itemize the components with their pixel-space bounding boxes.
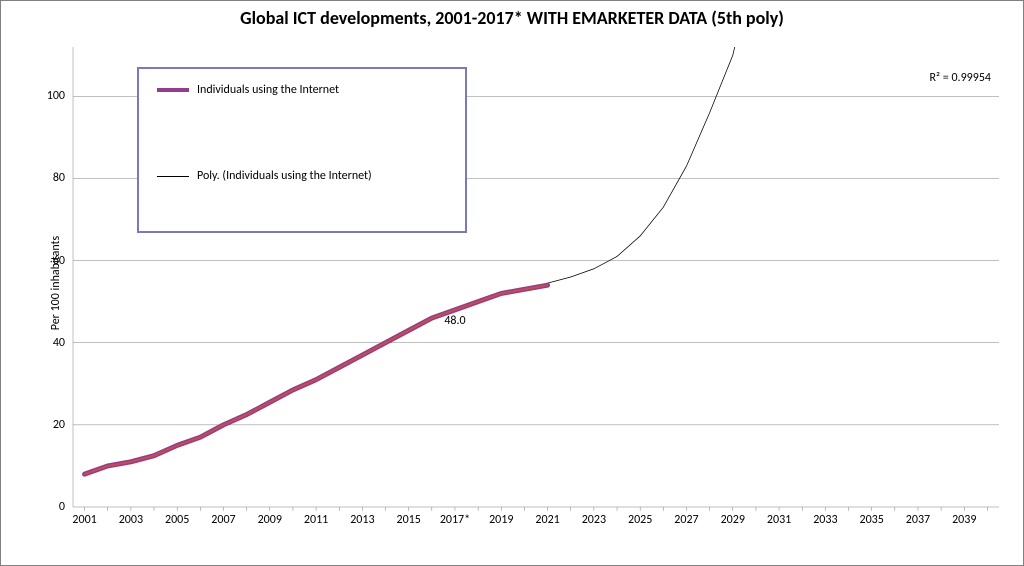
legend-item: Individuals using the Internet bbox=[157, 83, 447, 97]
x-tick-label: 2007 bbox=[211, 507, 235, 527]
legend-box: Individuals using the Internet Poly. (Ind… bbox=[137, 67, 467, 233]
x-tick-label: 2003 bbox=[119, 507, 143, 527]
y-tick-label: 80 bbox=[53, 171, 73, 185]
x-tick-label: 2005 bbox=[165, 507, 189, 527]
legend-swatch bbox=[157, 88, 189, 92]
x-tick-label: 2037 bbox=[906, 507, 930, 527]
x-tick-label: 2029 bbox=[721, 507, 745, 527]
x-tick-label: 2009 bbox=[258, 507, 282, 527]
x-tick-label: 2025 bbox=[628, 507, 652, 527]
x-tick-label: 2039 bbox=[952, 507, 976, 527]
y-tick-label: 20 bbox=[53, 418, 73, 432]
x-tick-label: 2001 bbox=[72, 507, 96, 527]
x-tick-label: 2021 bbox=[535, 507, 559, 527]
x-tick-label: 2027 bbox=[674, 507, 698, 527]
legend-label: Individuals using the Internet bbox=[197, 83, 339, 97]
y-axis-label: Per 100 inhabitants bbox=[49, 236, 63, 330]
x-tick-label: 2019 bbox=[489, 507, 513, 527]
legend-item: Poly. (Individuals using the Internet) bbox=[157, 169, 447, 183]
y-tick-label: 40 bbox=[53, 336, 73, 350]
chart-container: Global ICT developments, 2001-2017* WITH… bbox=[0, 0, 1024, 566]
x-tick-label: 2033 bbox=[813, 507, 837, 527]
r-squared-label: R² = 0.99954 bbox=[930, 71, 991, 85]
x-tick-label: 2017* bbox=[440, 507, 470, 527]
x-tick-label: 2011 bbox=[304, 507, 328, 527]
legend-label: Poly. (Individuals using the Internet) bbox=[197, 169, 372, 183]
x-tick-label: 2015 bbox=[397, 507, 421, 527]
y-tick-label: 0 bbox=[59, 500, 73, 514]
data-point-label: 48.0 bbox=[444, 314, 465, 328]
x-tick-label: 2023 bbox=[582, 507, 606, 527]
chart-title: Global ICT developments, 2001-2017* WITH… bbox=[1, 7, 1023, 29]
y-tick-label: 100 bbox=[47, 89, 73, 103]
x-tick-label: 2035 bbox=[860, 507, 884, 527]
legend-swatch bbox=[157, 176, 189, 177]
x-tick-label: 2031 bbox=[767, 507, 791, 527]
x-tick-label: 2013 bbox=[350, 507, 374, 527]
y-tick-label: 60 bbox=[53, 254, 73, 268]
